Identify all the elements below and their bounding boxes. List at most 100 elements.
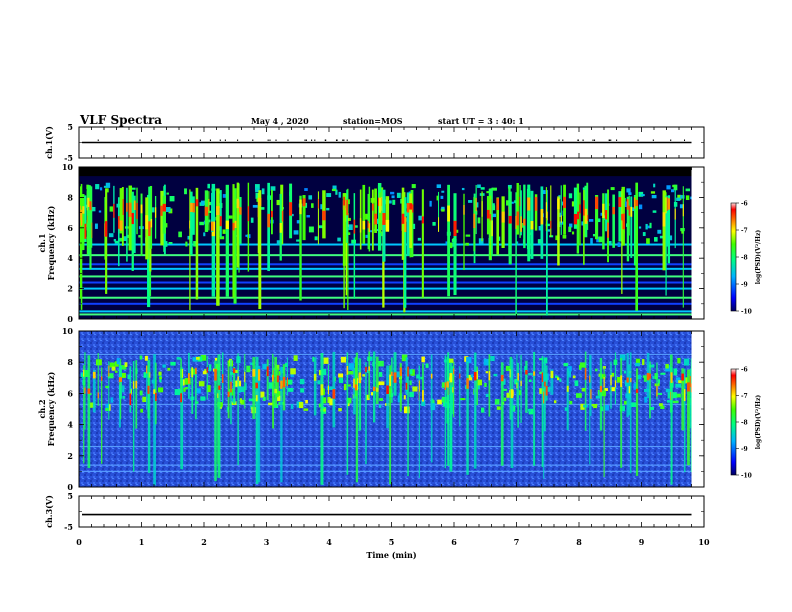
spectrogram-noise	[685, 188, 691, 192]
sferic-core	[579, 204, 581, 214]
sferic-burst	[516, 182, 519, 235]
sferic-burst	[620, 358, 623, 468]
colorbar-tick-label: -7	[741, 393, 748, 400]
spectrogram-noise	[409, 391, 414, 398]
sferic-burst	[430, 354, 433, 463]
x-tick-label: 1	[139, 537, 145, 547]
sferic-burst	[525, 360, 528, 413]
spectrogram-noise	[572, 375, 576, 379]
sferic-core	[665, 197, 667, 214]
voltage-spike	[582, 139, 584, 141]
spectrogram-noise	[222, 194, 226, 198]
sferic-core	[149, 218, 153, 228]
voltage-spike	[637, 139, 639, 141]
sferic-core	[92, 371, 96, 379]
sferic-burst	[510, 358, 514, 469]
spectrogram-noise	[411, 184, 416, 189]
x-tick-label: 0	[76, 537, 82, 547]
sferic-core	[670, 372, 673, 383]
sferic-core	[683, 389, 686, 402]
sferic-burst	[473, 352, 477, 469]
sferic-core	[368, 366, 370, 371]
channel-label: ch.2	[37, 399, 47, 418]
spectrogram-noise	[475, 202, 479, 208]
spectrogram-noise	[140, 408, 144, 413]
voltage-spike	[237, 139, 239, 141]
sferic-core	[500, 374, 504, 382]
sferic-core	[302, 198, 306, 207]
sferic-core	[354, 384, 358, 391]
spectrogram-noise	[569, 400, 573, 405]
spectrogram-noise	[157, 387, 164, 393]
sferic-core	[368, 223, 371, 232]
sferic-core	[358, 372, 362, 384]
ch1-colorbar: -6 -7 -8 -9 -10 log(PSD)(V²/Hz)	[730, 201, 762, 316]
sferic-core	[372, 386, 376, 391]
sferic-burst	[80, 183, 83, 310]
sferic-core	[629, 377, 632, 383]
spectrogram-noise	[593, 404, 598, 409]
spectrogram-noise	[142, 396, 147, 403]
spectrogram-noise	[528, 379, 532, 382]
spectrogram-noise	[468, 200, 473, 203]
sferic-burst	[266, 359, 269, 400]
spectrogram-noise	[626, 188, 631, 193]
sferic-burst	[446, 356, 449, 424]
sferic-core	[204, 206, 209, 216]
sferic-burst	[386, 365, 389, 429]
sferic-burst	[403, 197, 407, 308]
sferic-core	[496, 198, 500, 211]
sferic-burst	[368, 186, 371, 252]
spectrogram-noise	[527, 408, 531, 412]
sferic-core	[607, 222, 609, 238]
spectrogram-noise	[262, 396, 266, 401]
sferic-burst	[345, 193, 348, 296]
spectrogram-band-line	[79, 470, 692, 472]
sferic-burst	[489, 195, 492, 260]
sferic-core	[520, 216, 522, 232]
voltage-spike	[562, 139, 564, 141]
start-time-label: start UT = 3 : 40: 1	[438, 116, 524, 126]
spectrogram-noise	[676, 393, 681, 398]
voltage-spike	[224, 139, 226, 141]
x-tick-label: 9	[639, 537, 645, 547]
sferic-burst	[422, 363, 424, 396]
sferic-core	[520, 380, 522, 387]
spectrogram-noise	[588, 219, 594, 222]
sferic-burst	[626, 353, 629, 418]
sferic-core	[527, 197, 531, 211]
sferic-burst	[140, 193, 143, 256]
spectrogram-noise	[362, 374, 365, 377]
sferic-core	[618, 197, 622, 208]
sferic-burst	[516, 354, 518, 407]
sferic-core	[438, 217, 440, 232]
sferic-core	[573, 213, 578, 225]
spectrogram-noise	[347, 401, 350, 407]
voltage-spike	[252, 139, 254, 141]
spectrogram-noise	[630, 402, 637, 407]
spectrogram-noise	[246, 365, 251, 373]
spectrogram-noise	[198, 381, 205, 387]
sferic-core	[599, 385, 603, 393]
spectrogram-noise	[184, 188, 187, 195]
sferic-core	[195, 199, 199, 207]
spectrogram-noise	[317, 380, 321, 385]
voltage-spike	[365, 139, 367, 141]
spectrogram-noise	[353, 357, 356, 364]
spectrogram-noise	[250, 362, 254, 366]
sferic-core	[687, 382, 690, 392]
spectrogram-noise	[240, 399, 245, 405]
x-tick-label: 7	[514, 537, 520, 547]
sferic-core	[119, 220, 123, 231]
voltage-spike	[529, 139, 531, 141]
sferic-burst	[649, 361, 651, 419]
spectrogram-noise	[477, 379, 483, 386]
spectrogram-noise	[214, 357, 218, 361]
sferic-burst	[683, 369, 686, 473]
sferic-core	[192, 203, 195, 213]
x-tick-label: 5	[389, 537, 395, 547]
spectrogram-noise	[409, 369, 413, 375]
spectrogram-noise	[346, 232, 351, 235]
spectrogram-noise	[239, 386, 245, 393]
sferic-core	[489, 213, 492, 221]
